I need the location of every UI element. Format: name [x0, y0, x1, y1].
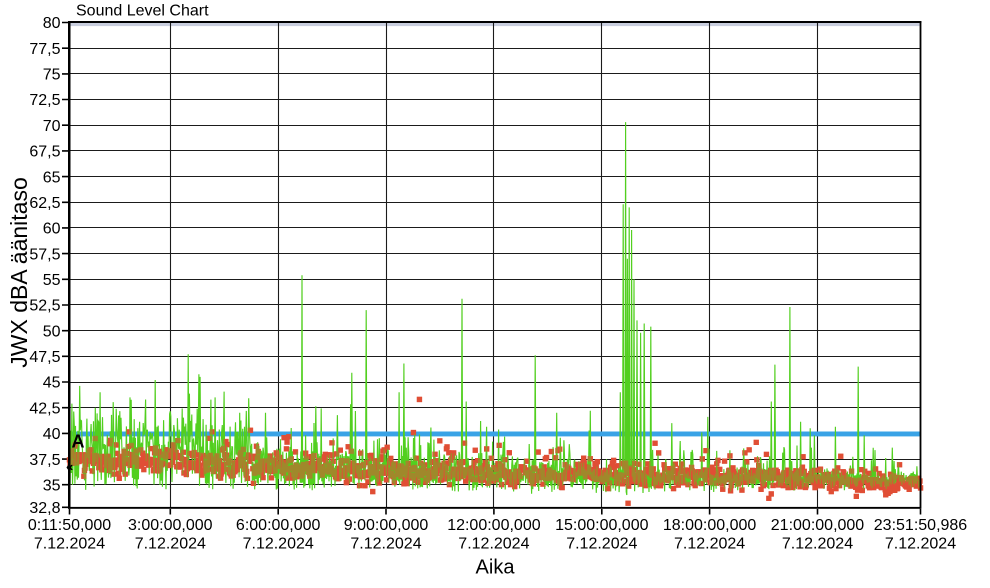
svg-text:7.12.2024: 7.12.2024	[135, 535, 206, 552]
svg-text:72,5: 72,5	[29, 92, 60, 109]
svg-text:7.12.2024: 7.12.2024	[885, 535, 956, 552]
svg-text:18:00:00,000: 18:00:00,000	[663, 517, 757, 534]
svg-text:7.12.2024: 7.12.2024	[458, 535, 529, 552]
svg-text:55: 55	[43, 272, 61, 289]
svg-text:70: 70	[43, 118, 61, 135]
svg-text:21:00:00,000: 21:00:00,000	[771, 517, 865, 534]
svg-text:15:00:00,000: 15:00:00,000	[555, 517, 649, 534]
svg-text:40: 40	[43, 426, 61, 443]
svg-text:45: 45	[43, 375, 61, 392]
svg-text:42,5: 42,5	[29, 400, 60, 417]
svg-text:37,5: 37,5	[29, 452, 60, 469]
svg-text:9:00:00,000: 9:00:00,000	[344, 517, 429, 534]
svg-text:65: 65	[43, 169, 61, 186]
svg-text:67,5: 67,5	[29, 144, 60, 161]
svg-text:60: 60	[43, 221, 61, 238]
svg-text:50: 50	[43, 323, 61, 340]
svg-text:75: 75	[43, 67, 61, 84]
svg-text:6:00:00,000: 6:00:00,000	[236, 517, 321, 534]
svg-text:7.12.2024: 7.12.2024	[674, 535, 745, 552]
svg-text:23:51:50,986: 23:51:50,986	[874, 517, 968, 534]
svg-text:52,5: 52,5	[29, 298, 60, 315]
svg-text:7.12.2024: 7.12.2024	[782, 535, 853, 552]
svg-text:JWX dBA äänitaso: JWX dBA äänitaso	[6, 177, 32, 368]
svg-text:35: 35	[43, 477, 61, 494]
svg-text:7.12.2024: 7.12.2024	[243, 535, 314, 552]
svg-text:7.12.2024: 7.12.2024	[34, 535, 105, 552]
svg-text:47,5: 47,5	[29, 349, 60, 366]
svg-text:80: 80	[43, 15, 61, 32]
svg-text:77,5: 77,5	[29, 41, 60, 58]
svg-text:32,8: 32,8	[29, 500, 60, 517]
svg-text:0:11:50,000: 0:11:50,000	[28, 517, 111, 534]
svg-text:A: A	[72, 432, 85, 452]
svg-text:3:00:00,000: 3:00:00,000	[128, 517, 213, 534]
svg-text:7.12.2024: 7.12.2024	[566, 535, 637, 552]
svg-text:Aika: Aika	[476, 557, 516, 579]
svg-text:62,5: 62,5	[29, 195, 60, 212]
svg-text:12:00:00,000: 12:00:00,000	[447, 517, 541, 534]
svg-text:7.12.2024: 7.12.2024	[350, 535, 421, 552]
svg-text:Sound Level Chart: Sound Level Chart	[76, 3, 209, 20]
svg-text:57,5: 57,5	[29, 246, 60, 263]
svg-text:«: «	[66, 459, 73, 474]
